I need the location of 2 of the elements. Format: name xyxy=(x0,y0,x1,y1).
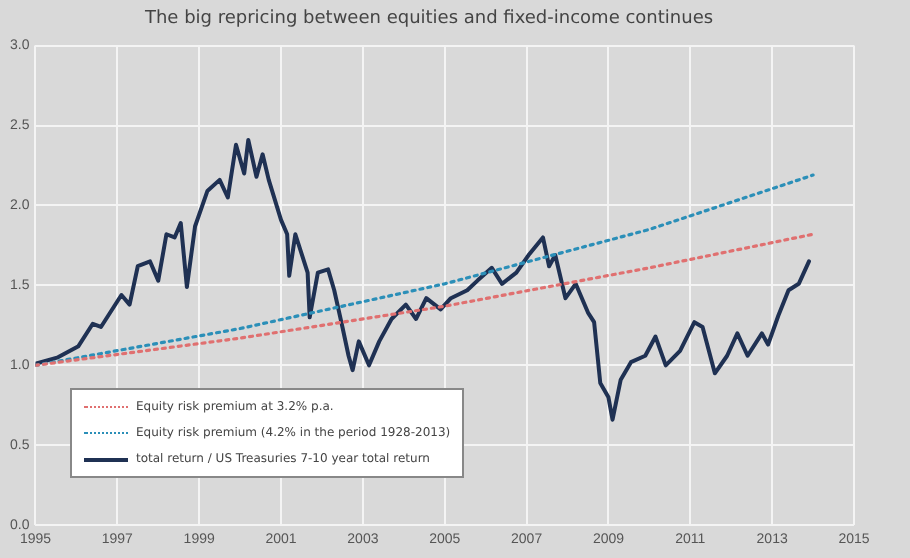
line-series xyxy=(35,232,815,367)
chart-title: The big repricing between equities and fixed-income continues xyxy=(142,9,714,30)
